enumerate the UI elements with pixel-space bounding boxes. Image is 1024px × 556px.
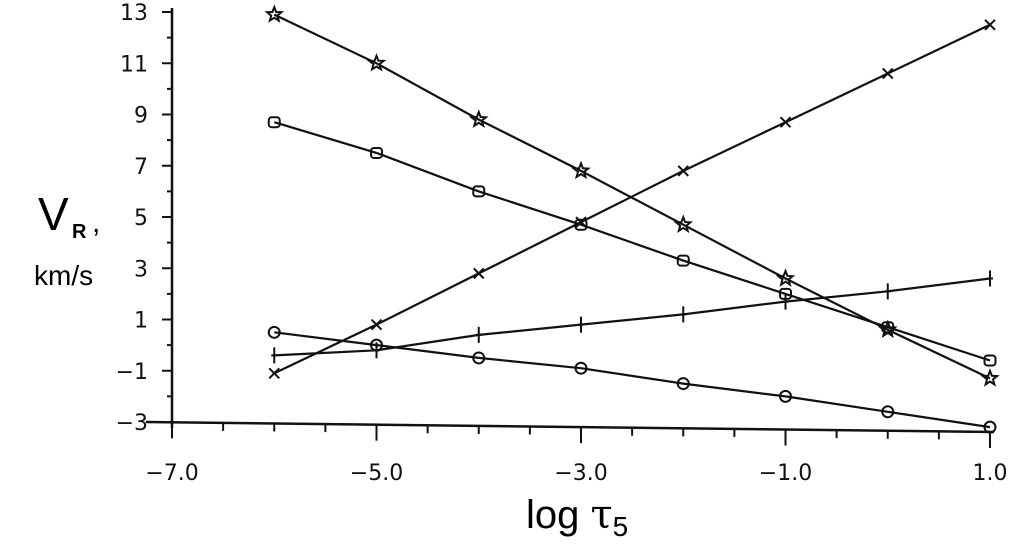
x-tick-label: −3.0: [554, 461, 607, 486]
data-point-square: [983, 354, 997, 367]
series-line-x: [273, 23, 991, 375]
data-point-circle: [267, 325, 281, 339]
x-tick-label: 1.0: [973, 461, 1008, 486]
data-point-square: [370, 146, 383, 159]
data-point-x: [984, 19, 996, 31]
x-ticks: −7.0 −5.0 −3.0 −1.0 1.0: [145, 422, 1008, 486]
series-square: [267, 116, 997, 367]
x-axis-title-subscript: 5: [613, 511, 629, 542]
data-point-plus: [782, 293, 789, 310]
series-circle: [267, 325, 997, 434]
data-point-square: [676, 254, 690, 267]
data-point-plus: [578, 316, 584, 333]
data-point-circle: [779, 389, 792, 403]
x-tick-label: −5.0: [350, 461, 403, 486]
y-axis-title-sub: R: [72, 221, 87, 243]
x-axis-title-symbol: τ: [591, 492, 613, 538]
data-point-star: [980, 368, 1000, 387]
y-axis-title-separator: ,: [92, 206, 100, 239]
data-point-star: [673, 214, 694, 234]
data-point-circle: [472, 351, 486, 365]
y-tick-label: 3: [134, 257, 148, 282]
data-point-circle: [881, 405, 895, 419]
y-axis-units: km/s: [34, 260, 93, 291]
data-point-square: [267, 116, 281, 129]
data-point-plus: [987, 270, 993, 287]
data-point-x: [268, 367, 280, 380]
y-tick-label: 7: [134, 155, 148, 180]
x-axis-title-prefix: log: [526, 493, 591, 537]
y-tick-label: −3: [116, 411, 148, 436]
data-point-x: [677, 165, 689, 177]
y-tick-label: −1: [116, 360, 148, 385]
y-tick-label: 13: [120, 1, 148, 26]
data-point-x: [882, 67, 894, 80]
data-point-x: [473, 267, 485, 280]
data-point-star: [366, 53, 387, 72]
data-point-plus: [475, 326, 482, 343]
x-tick-label: −7.0: [145, 461, 198, 486]
y-tick-label: 11: [120, 52, 148, 77]
data-point-circle: [676, 377, 690, 391]
x-tick-label: −1.0: [759, 461, 812, 486]
data-point-plus: [271, 347, 278, 364]
data-point-plus: [884, 283, 891, 300]
data-point-x: [575, 216, 587, 228]
x-axis-title: log τ5: [526, 492, 628, 542]
data-point-star: [775, 268, 796, 287]
data-point-square: [472, 185, 486, 198]
data-point-square: [881, 321, 895, 334]
series-line-square: [273, 121, 991, 362]
y-tick-label: 9: [134, 104, 148, 129]
data-point-circle: [574, 361, 588, 375]
series-line-circle: [274, 331, 991, 429]
x-axis: [145, 420, 995, 434]
y-tick-label: 5: [134, 206, 148, 231]
y-axis-title-v: V: [38, 188, 69, 240]
data-point-star: [264, 4, 285, 23]
data-point-x: [370, 318, 383, 331]
data-point-plus: [680, 306, 687, 323]
data-point-x: [779, 116, 792, 128]
series-x: [268, 19, 996, 380]
data-point-star: [571, 160, 591, 180]
data-point-circle: [370, 338, 383, 352]
y-tick-label: 1: [134, 309, 148, 334]
data-point-circle: [983, 420, 997, 434]
series-group: [264, 4, 1000, 434]
data-point-star: [468, 109, 489, 128]
